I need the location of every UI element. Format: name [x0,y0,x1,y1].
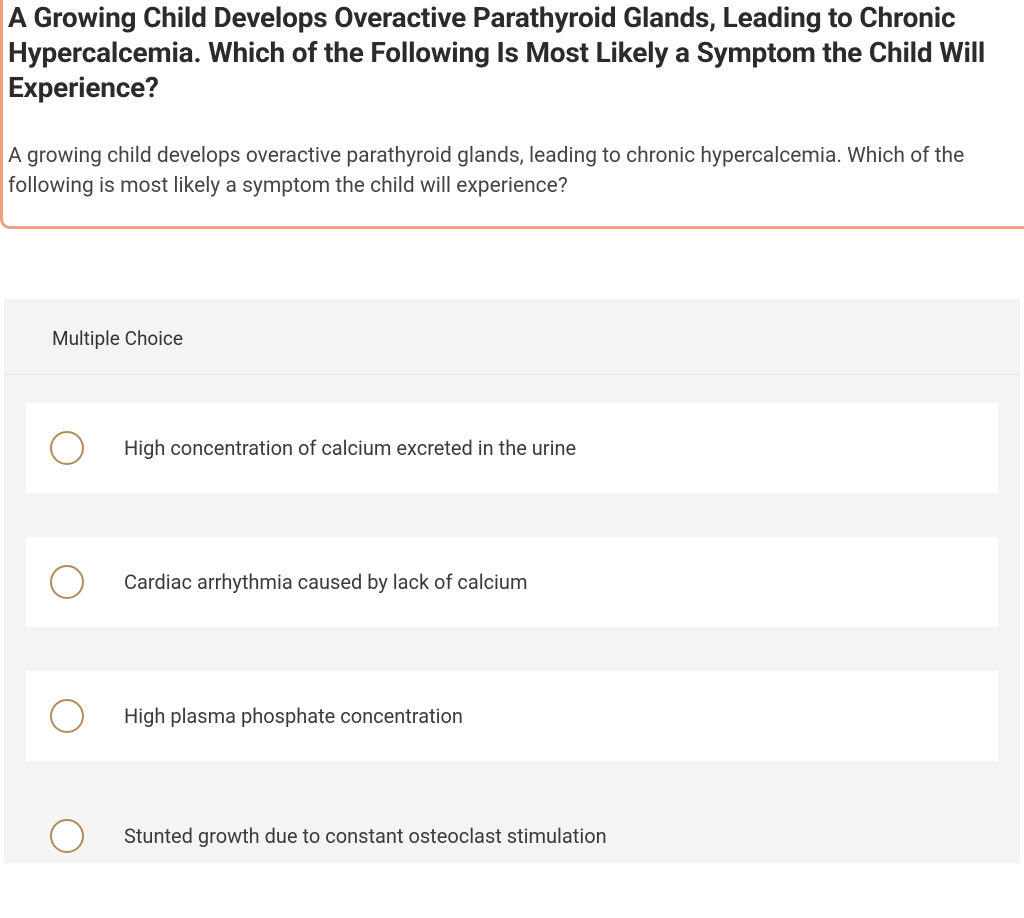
option-row[interactable]: High plasma phosphate concentration [26,671,998,761]
question-title: A Growing Child Develops Overactive Para… [8,0,1024,105]
option-row[interactable]: Stunted growth due to constant osteoclas… [26,805,998,863]
option-label: Stunted growth due to constant osteoclas… [124,824,607,848]
option-label: High concentration of calcium excreted i… [124,436,576,460]
radio-icon[interactable] [50,431,84,465]
radio-icon[interactable] [50,565,84,599]
options-list: High concentration of calcium excreted i… [4,375,1020,863]
radio-icon[interactable] [50,819,84,853]
option-row[interactable]: High concentration of calcium excreted i… [26,403,998,493]
question-body: A growing child develops overactive para… [8,141,1024,202]
radio-icon[interactable] [50,699,84,733]
option-label: Cardiac arrhythmia caused by lack of cal… [124,570,527,594]
multiple-choice-header: Multiple Choice [4,299,1020,375]
question-block: A Growing Child Develops Overactive Para… [0,0,1024,229]
option-label: High plasma phosphate concentration [124,704,463,728]
option-row[interactable]: Cardiac arrhythmia caused by lack of cal… [26,537,998,627]
multiple-choice-container: Multiple Choice High concentration of ca… [4,299,1020,863]
